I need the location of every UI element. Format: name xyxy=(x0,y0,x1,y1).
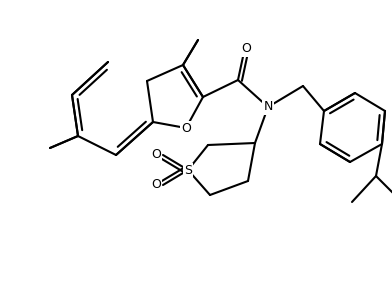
Text: O: O xyxy=(151,148,161,162)
Text: O: O xyxy=(241,43,251,55)
Text: N: N xyxy=(263,100,273,114)
Text: O: O xyxy=(181,122,191,134)
Text: S: S xyxy=(184,164,192,176)
Text: O: O xyxy=(151,178,161,192)
